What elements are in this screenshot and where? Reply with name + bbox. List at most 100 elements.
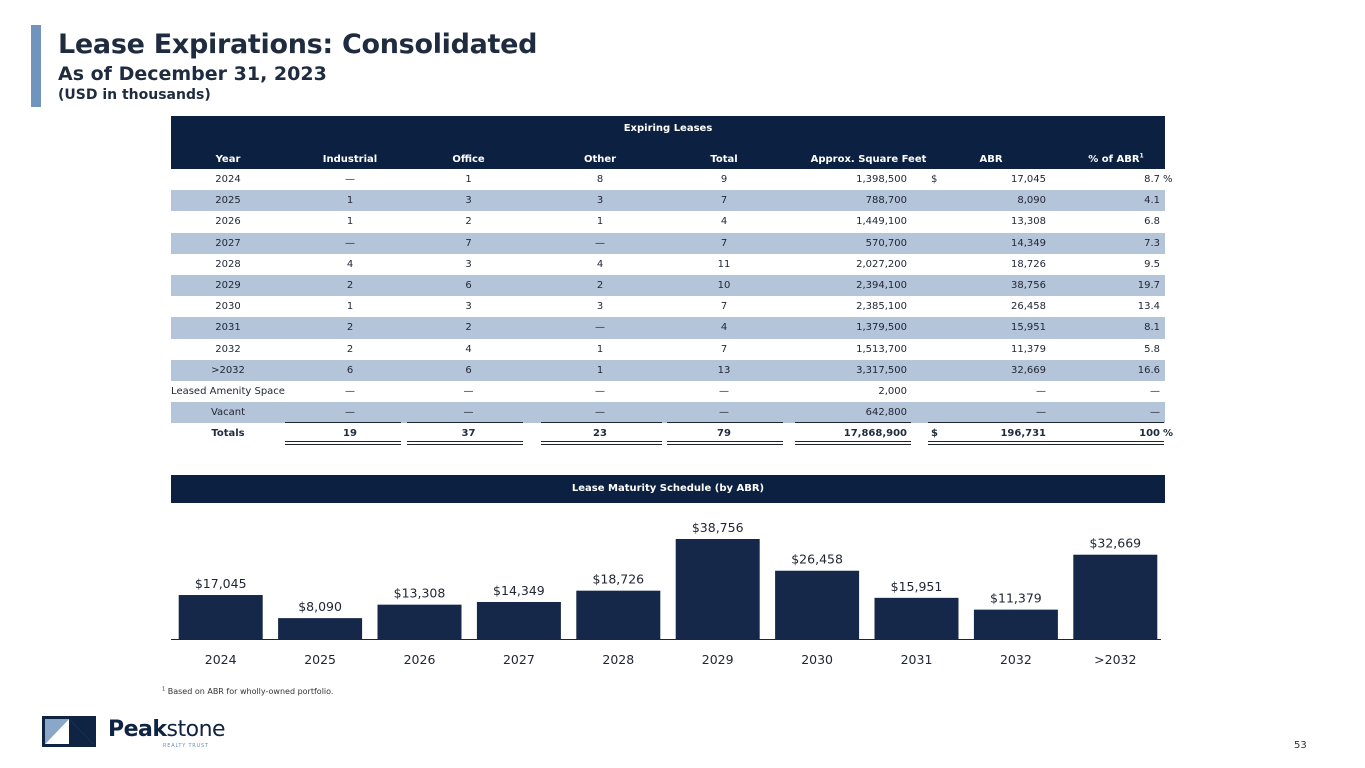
cell-pct: 9.5	[1144, 258, 1160, 270]
cell-total: 9	[720, 174, 728, 185]
cell-sqft: 1,449,100	[856, 216, 907, 228]
cell-other: 3	[596, 195, 604, 207]
col-header-industrial: Industrial	[322, 154, 378, 165]
cell-total: 7	[720, 237, 728, 249]
brand-name-bold: Peak	[108, 717, 167, 742]
cell-abr: 38,756	[1011, 279, 1046, 291]
cell-year: 2032	[215, 343, 241, 355]
data-label: $38,756	[692, 520, 744, 535]
table-row: 2032 2 4 1 7 1,513,700 11,379 5.8	[171, 339, 1165, 360]
totals-abr: 196,731	[1000, 428, 1046, 440]
cell-pct: —	[1150, 385, 1160, 397]
cell-industrial: 2	[346, 343, 354, 355]
totals-pct: 100	[1139, 428, 1160, 440]
cell-pct: 5.8	[1144, 343, 1160, 355]
totals-dollar-sign: $	[931, 428, 938, 440]
brand-name: Peakstone	[108, 717, 226, 743]
cell-pct: 8.1	[1144, 322, 1160, 334]
cell-year: Leased Amenity Space	[171, 385, 285, 397]
col-header-sqft: Approx. Square Feet	[810, 154, 927, 165]
cell-pct: 8.7	[1144, 174, 1160, 185]
total-double-rule	[1048, 441, 1164, 446]
cell-total: 7	[720, 195, 728, 207]
cell-year: 2029	[215, 279, 241, 291]
cell-other: 1	[596, 364, 604, 376]
cell-abr: 13,308	[1011, 216, 1046, 228]
totals-office: 37	[461, 428, 476, 440]
cell-year: 2026	[215, 216, 241, 228]
cell-pct: 7.3	[1144, 237, 1160, 249]
lease-expirations-table: Expiring Leases Year Industrial Office O…	[171, 116, 1173, 446]
group-header-expiring-leases: Expiring Leases	[623, 123, 713, 134]
brand-tagline: REALTY TRUST	[163, 743, 209, 749]
col-header-office: Office	[452, 154, 485, 165]
bar-2028	[576, 590, 661, 639]
cell-industrial: 1	[346, 195, 354, 207]
cell-abr: 26,458	[1011, 301, 1046, 313]
footnote-marker: 1	[1139, 152, 1144, 160]
peakstone-logo-icon	[42, 716, 96, 747]
cell-industrial: —	[345, 407, 355, 419]
cell-pct: 6.8	[1144, 216, 1160, 228]
table-row: 2029 2 6 2 10 2,394,100 38,756 19.7	[171, 274, 1165, 297]
cell-sqft: 570,700	[865, 237, 907, 249]
cell-year: 2028	[215, 258, 241, 270]
cell-abr: —	[1036, 385, 1046, 397]
cell-sqft: 2,385,100	[856, 301, 907, 313]
bar-2026	[377, 604, 462, 639]
cell-other: —	[595, 322, 605, 334]
cell-sqft: 788,700	[865, 195, 907, 207]
col-header-pct-abr-text: % of ABR	[1088, 154, 1140, 165]
data-label: $26,458	[791, 552, 843, 567]
table-row: >2032 6 6 1 13 3,317,500 32,669 16.6	[171, 359, 1165, 381]
footnote: 1 Based on ABR for wholly-owned portfoli…	[162, 687, 333, 696]
footnote-text: Based on ABR for wholly-owned portfolio.	[167, 687, 334, 696]
cell-other: 8	[596, 174, 604, 185]
cell-pct: —	[1150, 407, 1160, 419]
subtotal-rule	[928, 422, 1048, 424]
x-tick-label: 2027	[503, 652, 535, 667]
cell-industrial: 1	[346, 216, 354, 228]
cell-year: 2031	[215, 322, 241, 334]
col-header-total: Total	[710, 154, 738, 165]
totals-other: 23	[593, 428, 607, 440]
cell-abr: 17,045	[1011, 174, 1046, 185]
x-tick-label: 2025	[304, 652, 336, 667]
data-label: $11,379	[990, 591, 1042, 606]
cell-office: 6	[465, 279, 472, 291]
subtotal-rule	[795, 422, 911, 424]
brand-name-light: stone	[166, 717, 226, 742]
cell-year: 2024	[215, 174, 241, 185]
x-tick-label: 2030	[801, 652, 833, 667]
cell-office: 3	[465, 195, 472, 207]
cell-other: 3	[596, 301, 604, 313]
bar-2024	[178, 595, 263, 639]
cell-industrial: —	[345, 385, 355, 397]
cell-pct: 13.4	[1137, 301, 1160, 313]
cell-pct: 16.6	[1137, 364, 1160, 376]
cell-abr: 18,726	[1011, 258, 1046, 270]
units-note: (USD in thousands)	[58, 87, 211, 103]
cell-office: 4	[465, 343, 472, 355]
cell-sqft: 1,379,500	[856, 322, 907, 334]
bar->2032	[1073, 554, 1158, 639]
total-double-rule	[928, 441, 1048, 446]
cell-total: —	[719, 407, 729, 419]
cell-office: 3	[465, 301, 472, 313]
bar-2027	[476, 601, 561, 639]
cell-abr: 32,669	[1011, 364, 1046, 376]
cell-sqft: 2,394,100	[856, 279, 907, 291]
cell-other: 1	[596, 343, 604, 355]
cell-industrial: 6	[346, 364, 354, 376]
title-accent-bar	[31, 25, 41, 107]
bar-2031	[874, 597, 959, 639]
cell-total: 13	[717, 364, 731, 376]
totals-pct-sign: %	[1163, 428, 1174, 440]
bar-2025	[278, 618, 363, 639]
cell-abr: 8,090	[1017, 195, 1046, 207]
table-row: 2031 2 2 — 4 1,379,500 15,951 8.1	[171, 317, 1165, 339]
cell-abr: 14,349	[1011, 237, 1046, 249]
page-subtitle: As of December 31, 2023	[58, 63, 327, 85]
cell-sqft: 642,800	[865, 407, 907, 419]
cell-industrial: 2	[346, 322, 354, 334]
